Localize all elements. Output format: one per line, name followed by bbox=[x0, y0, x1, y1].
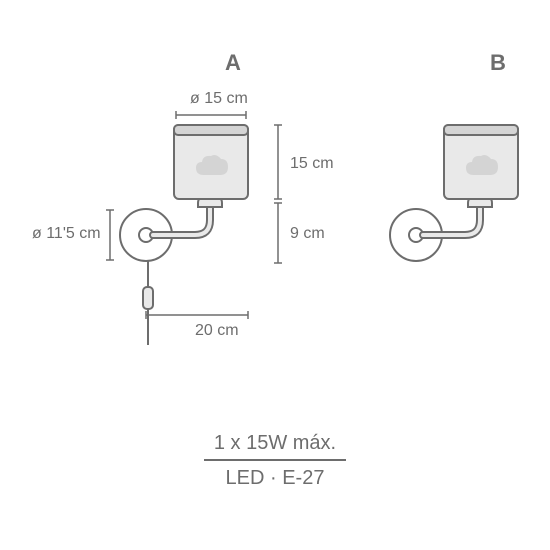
mount-diameter-label: ø 11'5 cm bbox=[32, 225, 101, 243]
depth-label: 20 cm bbox=[195, 322, 239, 340]
arm-drop-label: 9 cm bbox=[290, 225, 325, 243]
spec-footer: 1 x 15W máx. LED · E-27 bbox=[0, 432, 550, 490]
shade-height-label: 15 cm bbox=[290, 155, 334, 173]
top-diameter-label: ø 15 cm bbox=[190, 90, 248, 108]
column-b-label: B bbox=[490, 50, 506, 76]
column-a-label: A bbox=[225, 50, 241, 76]
bulb-spec: LED · E-27 bbox=[0, 461, 550, 490]
wattage-spec: 1 x 15W máx. bbox=[204, 432, 346, 461]
diagram-container: A B bbox=[0, 0, 550, 550]
lamp-b-illustration bbox=[380, 120, 540, 320]
